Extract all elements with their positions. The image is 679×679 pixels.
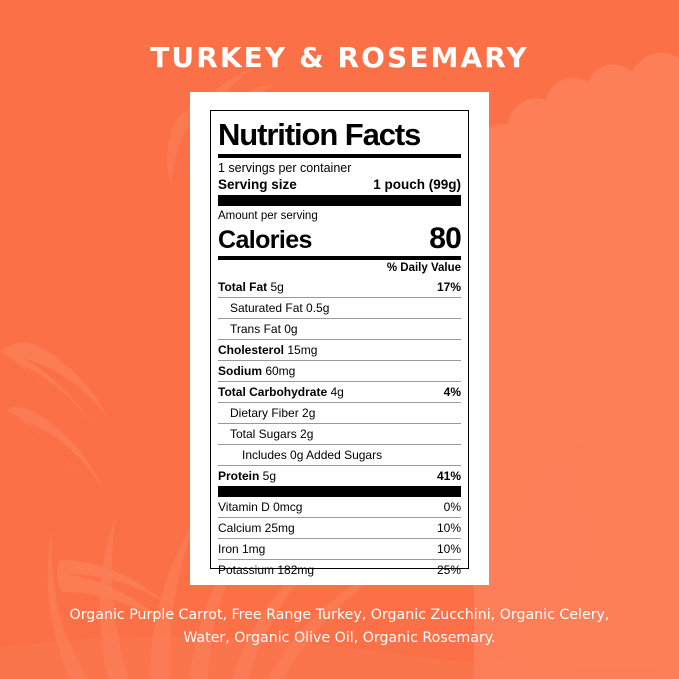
nutrient-rows: Total Fat 5g 17% Saturated Fat 0.5g Trans F…	[218, 277, 461, 486]
micronutrient-name: Potassium 182mg	[218, 562, 315, 577]
nutrient-daily-value: 17%	[436, 279, 461, 294]
nutrition-facts-panel: Nutrition Facts 1 servings per container…	[210, 110, 469, 577]
nutrient-daily-value: 41%	[436, 468, 461, 483]
nutrient-row: Trans Fat 0g	[218, 319, 461, 339]
micronutrient-daily-value: 25%	[436, 562, 461, 577]
serving-size-label: Serving size	[218, 177, 297, 192]
serving-size-row: Serving size 1 pouch (99g)	[218, 176, 461, 195]
nutrient-name: Dietary Fiber 2g	[230, 405, 316, 420]
nutrient-row: Includes 0g Added Sugars	[218, 445, 461, 465]
divider-thick-bottom	[218, 486, 461, 497]
row-divider	[218, 559, 461, 560]
nutrient-row: Sodium 60mg	[218, 361, 461, 381]
row-divider	[218, 402, 461, 403]
micronutrient-row: Calcium 25mg 10%	[218, 518, 461, 538]
micronutrient-row: Potassium 182mg 25%	[218, 560, 461, 580]
row-divider	[218, 381, 461, 382]
nutrient-name: Includes 0g Added Sugars	[242, 447, 383, 462]
serving-size-value: 1 pouch (99g)	[373, 177, 461, 192]
nutrient-name: Total Carbohydrate 4g	[218, 384, 344, 399]
micronutrient-row: Vitamin D 0mcg 0%	[218, 497, 461, 517]
nutrient-name: Saturated Fat 0.5g	[230, 300, 330, 315]
page-title: TURKEY & ROSEMARY	[150, 41, 529, 74]
row-divider	[218, 339, 461, 340]
daily-value-header: % Daily Value	[386, 262, 461, 274]
micronutrient-daily-value: 10%	[436, 541, 461, 556]
row-divider	[218, 517, 461, 518]
nutrient-name: Protein 5g	[218, 468, 277, 483]
nutrient-name: Trans Fat 0g	[230, 321, 298, 336]
nutrition-label-card: Nutrition Facts 1 servings per container…	[190, 92, 489, 585]
nutrient-name: Total Sugars 2g	[230, 426, 314, 441]
nutrient-row: Protein 5g 41%	[218, 466, 461, 486]
amount-per-serving-label: Amount per serving	[218, 210, 318, 222]
calories-value: 80	[429, 222, 462, 255]
micronutrient-rows: Vitamin D 0mcg 0% Calcium 25mg 10% Iron 1mg 1…	[218, 497, 461, 580]
row-divider	[218, 297, 461, 298]
row-divider	[218, 465, 461, 466]
nutrient-row: Saturated Fat 0.5g	[218, 298, 461, 318]
nutrient-row: Total Carbohydrate 4g 4%	[218, 382, 461, 402]
calories-label: Calories	[218, 226, 312, 254]
micronutrient-daily-value: 10%	[436, 520, 461, 535]
micronutrient-row: Iron 1mg 10%	[218, 539, 461, 559]
nutrient-daily-value: 4%	[443, 384, 461, 399]
nutrition-facts-heading: Nutrition Facts	[218, 117, 421, 152]
divider-under-calories	[218, 256, 461, 260]
nutrient-row: Total Fat 5g 17%	[218, 277, 461, 297]
divider-under-heading	[218, 154, 461, 158]
ingredients-text: Organic Purple Carrot, Free Range Turkey…	[69, 607, 610, 646]
row-divider	[218, 423, 461, 424]
micronutrient-daily-value: 0%	[443, 499, 461, 514]
row-divider	[218, 444, 461, 445]
nutrient-name: Total Fat 5g	[218, 279, 284, 294]
nutrient-name: Cholesterol 15mg	[218, 342, 318, 357]
nutrient-row: Cholesterol 15mg	[218, 340, 461, 360]
calories-row: Calories 80	[218, 222, 462, 256]
micronutrient-name: Vitamin D 0mcg	[218, 499, 303, 514]
nutrient-name: Sodium 60mg	[218, 363, 296, 378]
micronutrient-name: Iron 1mg	[218, 541, 266, 556]
nutrient-row: Total Sugars 2g	[218, 424, 461, 444]
nutrient-row: Dietary Fiber 2g	[218, 403, 461, 423]
row-divider	[218, 360, 461, 361]
servings-per-container: 1 servings per container	[218, 161, 352, 175]
divider-thick-top	[218, 195, 461, 206]
row-divider	[218, 538, 461, 539]
row-divider	[218, 318, 461, 319]
micronutrient-name: Calcium 25mg	[218, 520, 295, 535]
